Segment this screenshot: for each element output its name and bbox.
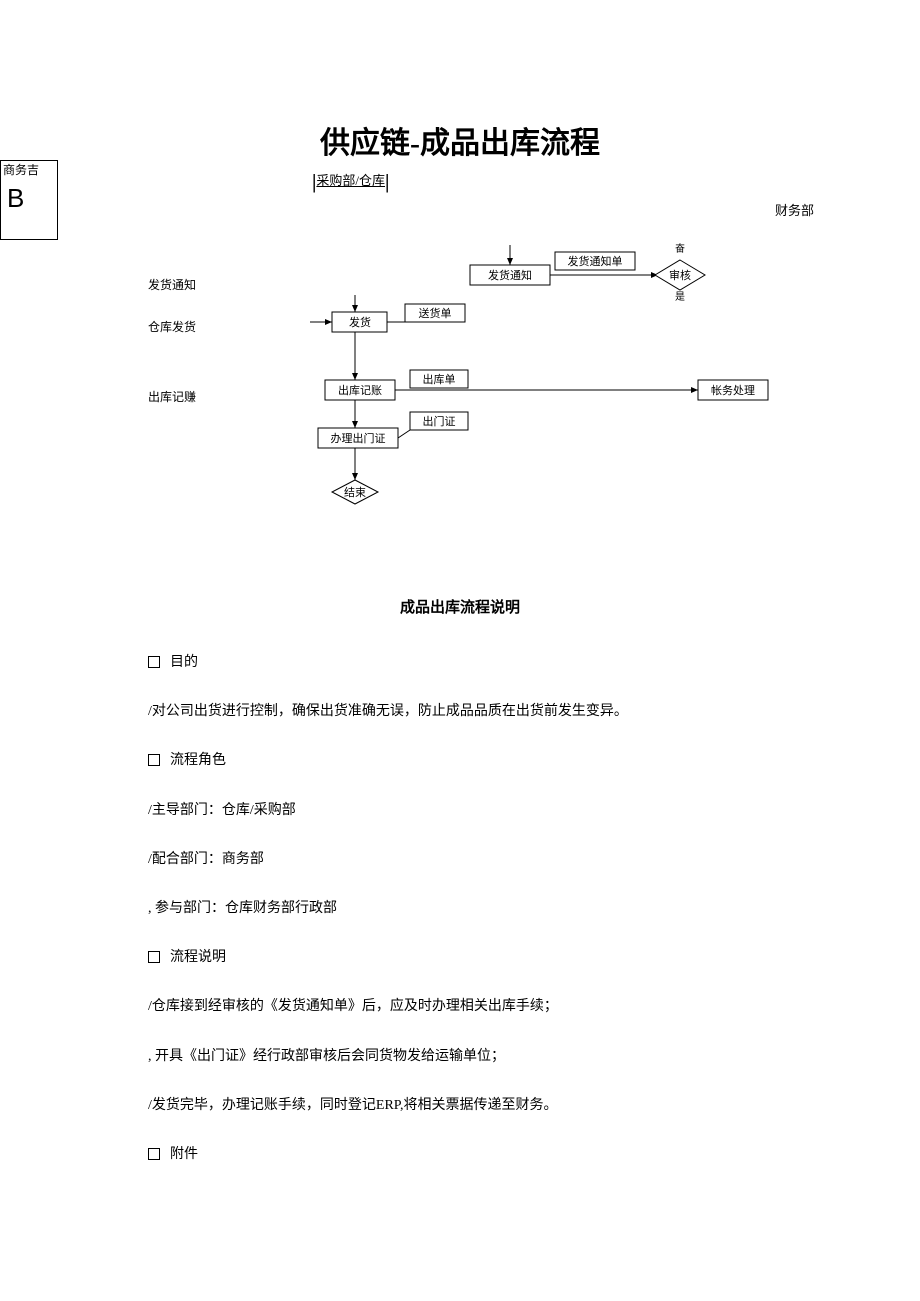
node-finance: 帐务处理 [711,384,755,397]
node-notice-doc: 发货通知单 [568,254,623,268]
dept-procurement: |采购部/仓库| [312,170,389,194]
roles-p3: , 参与部门：仓库财务部行政部 [148,896,768,921]
node-delivery-doc: 送货单 [419,306,452,320]
corner-box: 商务吉 B [0,160,58,240]
section-explain-head: 流程说明 [148,945,768,970]
node-audit: 审核 [669,268,691,282]
purpose-p1: /对公司出货进行控制，确保出货准确无误，防止成品品质在出货前发生变异。 [148,699,768,724]
corner-label: 商务吉 [3,161,39,178]
page-title: 供应链-成品出库流程 [0,118,920,162]
explain-p3: /发货完毕，办理记账手续，同时登记ERP,将相关票据传递至财务。 [148,1093,768,1118]
row-label-record: 出库记赚 [148,388,196,405]
row-label-notify: 发货通知 [148,276,196,293]
audit-yes: 是 [675,291,685,303]
row-label-ship: 仓库发货 [148,318,196,335]
node-gatepass-doc: 出门证 [423,414,456,428]
dept-finance: 财务部 [775,200,814,219]
node-out-doc: 出库单 [423,372,456,386]
section-attach-head: 附件 [148,1142,768,1167]
content-body: 目的 /对公司出货进行控制，确保出货准确无误，防止成品品质在出货前发生变异。 流… [148,650,768,1191]
audit-no: 奋 [675,242,685,255]
node-ship: 发货 [349,315,371,329]
roles-p2: /配合部门：商务部 [148,847,768,872]
node-record: 出库记账 [338,383,382,397]
node-end: 结束 [344,486,366,499]
explain-p1: /仓库接到经审核的《发货通知单》后，应及时办理相关出库手续； [148,994,768,1019]
section-roles-head: 流程角色 [148,748,768,773]
section-purpose-head: 目的 [148,650,768,675]
node-notice: 发货通知 [488,268,532,282]
flowchart: 发货通知 发货通知单 审核 奋 是 发货 送货单 出库记账 出库单 帐务处 [310,240,850,520]
explain-p2: , 开具《出门证》经行政部审核后会同货物发给运输单位； [148,1044,768,1069]
corner-letter: B [7,183,24,214]
sub-title: 成品出库流程说明 [0,596,920,617]
roles-p1: /主导部门：仓库/采购部 [148,798,768,823]
node-gatepass: 办理出门证 [331,431,386,445]
